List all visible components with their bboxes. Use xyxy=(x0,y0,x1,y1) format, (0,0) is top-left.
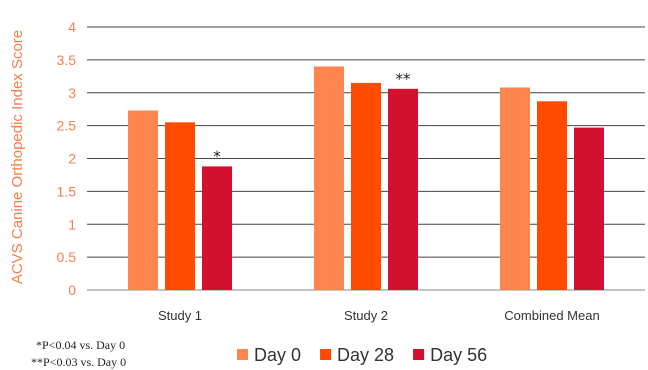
bar-day-56 xyxy=(202,166,232,290)
bars xyxy=(128,66,604,291)
legend-label: Day 56 xyxy=(430,345,487,365)
x-category-label: Study 1 xyxy=(158,308,202,323)
legend-swatch xyxy=(320,349,332,360)
y-tick-label: 2.5 xyxy=(57,118,77,134)
legend: Day 0 Day 28 Day 56 xyxy=(237,345,487,365)
x-category-label: Study 2 xyxy=(344,308,388,323)
y-tick-label: 3 xyxy=(68,85,76,101)
y-tick-label: 2 xyxy=(68,151,76,167)
significance-marker: * xyxy=(213,147,221,165)
significance-annotations: *** xyxy=(213,70,411,166)
y-tick-label: 4 xyxy=(68,19,76,35)
footnotes: *P<0.04 vs. Day 0 **P<0.03 vs. Day 0 xyxy=(31,338,126,369)
y-tick-label: 0 xyxy=(68,282,76,298)
bar-day-28 xyxy=(165,122,195,291)
significance-marker: ** xyxy=(396,70,412,88)
bar-day-28 xyxy=(351,82,381,290)
legend-swatch xyxy=(413,349,425,360)
bar-day-0 xyxy=(500,87,530,291)
bar-day-56 xyxy=(574,127,604,290)
x-category-labels: Study 1 Study 2 Combined Mean xyxy=(158,308,600,323)
y-tick-label: 3.5 xyxy=(57,52,77,68)
bar-day-28 xyxy=(537,101,567,290)
legend-label: Day 0 xyxy=(254,345,301,365)
y-tick-labels: 0 0.5 1 1.5 2 2.5 3 3.5 4 xyxy=(57,19,77,298)
x-category-label: Combined Mean xyxy=(504,308,599,323)
y-tick-label: 0.5 xyxy=(57,249,77,265)
footnote: **P<0.03 vs. Day 0 xyxy=(31,355,126,369)
footnote: *P<0.04 vs. Day 0 xyxy=(36,338,125,352)
bar-day-0 xyxy=(314,66,344,290)
bar-day-0 xyxy=(128,110,158,290)
legend-label: Day 28 xyxy=(337,345,394,365)
y-tick-label: 1 xyxy=(68,216,76,232)
legend-swatch xyxy=(237,349,248,360)
bar-day-56 xyxy=(388,88,418,291)
y-axis-label: ACVS Canine Orthopedic Index Score xyxy=(9,30,26,284)
y-tick-label: 1.5 xyxy=(57,183,77,199)
